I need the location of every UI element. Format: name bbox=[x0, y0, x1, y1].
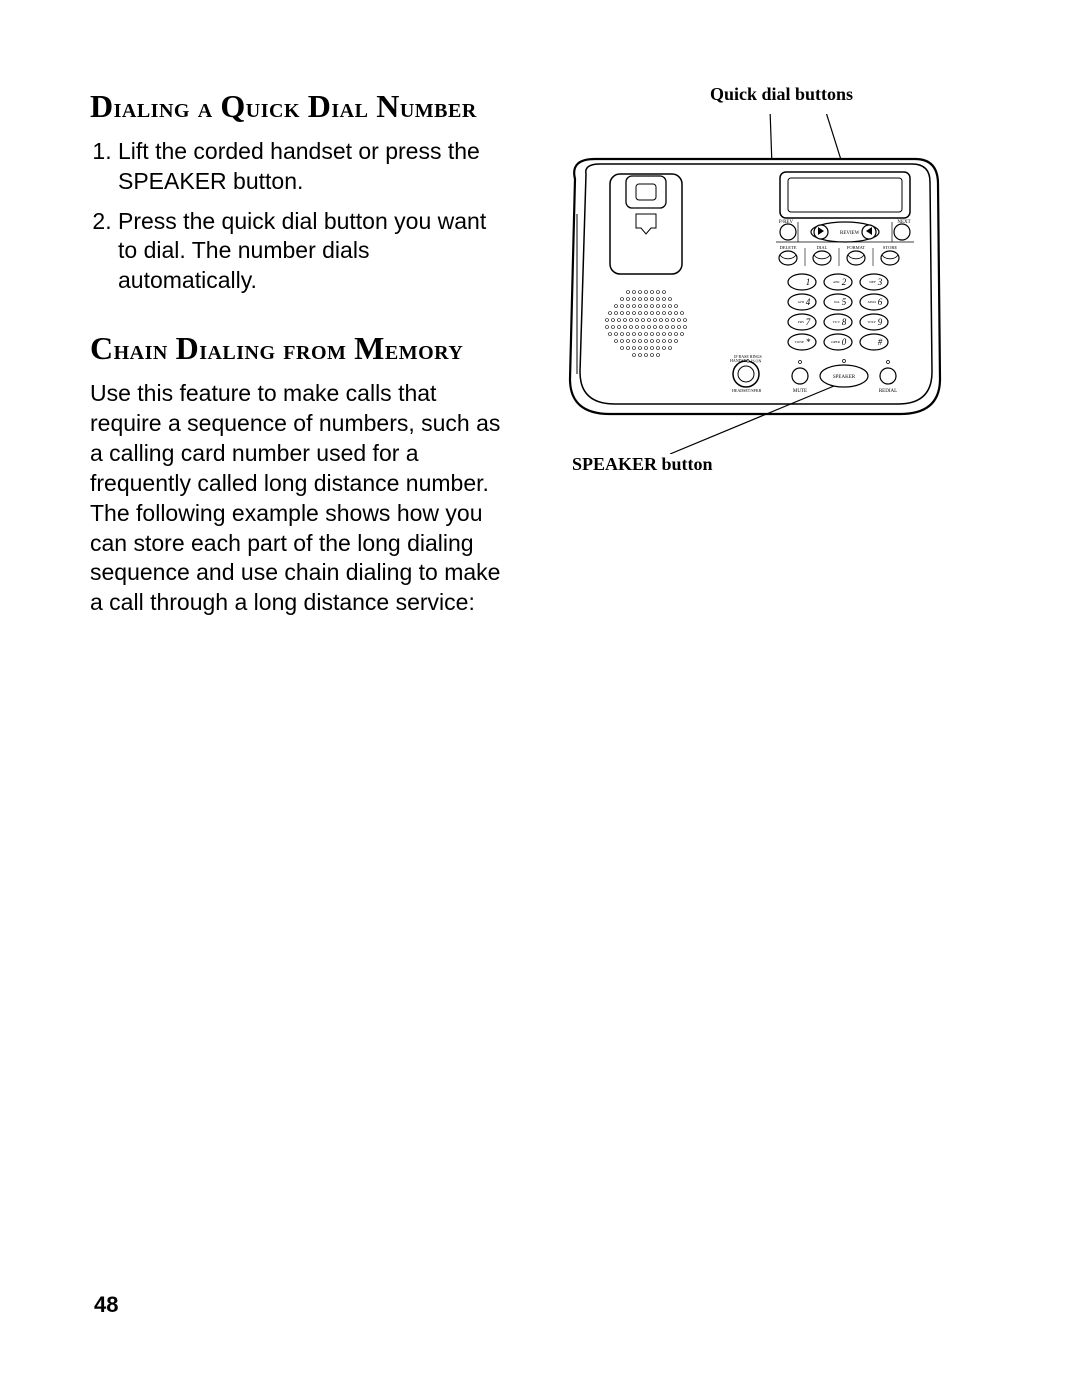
heading-dialing-quick-dial: Dialing a Quick Dial Number bbox=[90, 84, 510, 129]
svg-text:GHI: GHI bbox=[798, 300, 805, 304]
label-speaker-button: SPEAKER button bbox=[572, 454, 713, 475]
phone-illustration: P/REV NEXT REVIEW bbox=[540, 114, 970, 494]
svg-text:0: 0 bbox=[842, 337, 847, 347]
svg-text:DELETE: DELETE bbox=[780, 245, 797, 250]
svg-text:TUV: TUV bbox=[833, 320, 841, 324]
svg-text:ABC: ABC bbox=[833, 280, 841, 284]
svg-text:JKL: JKL bbox=[834, 300, 840, 304]
svg-text:OPER: OPER bbox=[831, 340, 841, 344]
svg-text:REVIEW: REVIEW bbox=[840, 231, 860, 236]
svg-text:PRS: PRS bbox=[798, 320, 804, 324]
svg-text:STORE: STORE bbox=[883, 245, 897, 250]
svg-text:*: * bbox=[806, 337, 811, 347]
svg-text:REDIAL: REDIAL bbox=[879, 389, 897, 394]
svg-text:FORMAT: FORMAT bbox=[847, 245, 866, 250]
svg-text:1: 1 bbox=[806, 277, 811, 287]
svg-text:DEF: DEF bbox=[869, 280, 876, 284]
page-number: 48 bbox=[94, 1292, 118, 1318]
svg-text:6: 6 bbox=[878, 297, 883, 307]
steps-list: Lift the corded handset or press the SPE… bbox=[90, 137, 510, 296]
svg-text:HANDSET: HANDSET bbox=[730, 358, 749, 363]
svg-text:3: 3 bbox=[877, 277, 883, 287]
manual-page: Dialing a Quick Dial Number Lift the cor… bbox=[0, 0, 1080, 1374]
svg-text:DIAL: DIAL bbox=[817, 245, 828, 250]
svg-text:TONE: TONE bbox=[795, 340, 804, 344]
svg-text:9: 9 bbox=[878, 317, 883, 327]
svg-text:HEADSET/SPKR: HEADSET/SPKR bbox=[732, 388, 762, 393]
svg-text:WXY: WXY bbox=[868, 320, 877, 324]
svg-text:7: 7 bbox=[806, 317, 811, 327]
svg-text:2: 2 bbox=[842, 277, 847, 287]
svg-text:#: # bbox=[878, 337, 883, 347]
svg-text:NEXT: NEXT bbox=[897, 220, 910, 225]
svg-text:SPEAKER: SPEAKER bbox=[833, 375, 856, 380]
label-quick-dial-buttons: Quick dial buttons bbox=[710, 84, 853, 105]
content-row: Dialing a Quick Dial Number Lift the cor… bbox=[90, 84, 990, 618]
svg-text:5: 5 bbox=[842, 297, 847, 307]
chain-dialing-paragraph: Use this feature to make calls that requ… bbox=[90, 379, 510, 618]
svg-text:4: 4 bbox=[806, 297, 811, 307]
svg-text:8: 8 bbox=[842, 317, 847, 327]
step-2: Press the quick dial button you want to … bbox=[118, 207, 510, 297]
svg-text:IS ON: IS ON bbox=[751, 359, 761, 364]
svg-text:MNO: MNO bbox=[868, 300, 877, 304]
svg-text:P/REV: P/REV bbox=[779, 220, 794, 225]
heading-chain-dialing: Chain Dialing from Memory bbox=[90, 326, 510, 371]
step-1: Lift the corded handset or press the SPE… bbox=[118, 137, 510, 197]
svg-text:MUTE: MUTE bbox=[793, 389, 807, 394]
text-column: Dialing a Quick Dial Number Lift the cor… bbox=[90, 84, 510, 618]
phone-svg: P/REV NEXT REVIEW bbox=[540, 114, 970, 454]
